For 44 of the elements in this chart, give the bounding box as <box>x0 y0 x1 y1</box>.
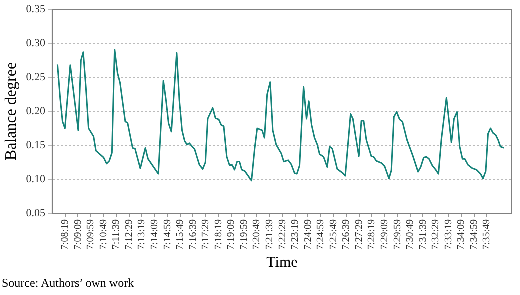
x-tick-label: 7:29:09 <box>380 219 391 250</box>
x-tick-label: 7:28:19 <box>366 219 378 250</box>
x-tick-label: 7:19:59 <box>238 219 250 250</box>
x-tick-label: 7:34:59 <box>468 219 480 250</box>
x-tick-label: 7:14:59 <box>162 219 174 250</box>
x-tick-label: 7:23:19 <box>290 219 302 250</box>
x-tick-label: 7:30:49 <box>405 219 416 250</box>
y-tick-label: 0.25 <box>26 71 46 84</box>
x-tick-label: 7:34:09 <box>456 219 468 250</box>
x-tick-label: 7:17:29 <box>200 219 212 250</box>
x-tick-label: 7:18:19 <box>213 219 224 250</box>
x-tick-label: 7:10:49 <box>98 219 110 250</box>
x-tick-label: 7:16:39 <box>188 219 199 250</box>
x-tick-label: 7:12:29 <box>124 219 135 250</box>
x-tick-label: 7:19:09 <box>226 219 238 250</box>
x-tick-label: 7:21:39 <box>264 219 276 250</box>
x-tick-label: 7:09:09 <box>72 219 84 250</box>
source-note: Source: Authors’ own work <box>2 276 134 291</box>
y-tick-label: 0.10 <box>26 173 46 186</box>
x-tick-label: 7:27:29 <box>354 219 365 250</box>
x-tick-label: 7:32:29 <box>430 219 442 250</box>
x-tick-label: 7:08:19 <box>60 219 72 250</box>
x-axis-title: Time <box>266 254 298 271</box>
y-tick-label: 0.15 <box>26 139 46 152</box>
x-tick-label: 7:15:49 <box>175 219 186 250</box>
x-tick-label: 7:09:59 <box>86 219 97 250</box>
x-tick-label: 7:22:29 <box>277 219 288 250</box>
x-tick-label: 7:31:39 <box>418 219 429 250</box>
x-tick-label: 7:24:09 <box>302 219 314 250</box>
x-tick-label: 7:35:49 <box>482 219 493 250</box>
x-tick-label: 7:24:59 <box>316 219 327 250</box>
x-tick-label: 7:20:49 <box>252 219 263 250</box>
y-tick-label: 0.30 <box>26 37 46 50</box>
x-tick-label: 7:26:39 <box>341 219 352 250</box>
y-tick-label: 0.35 <box>26 3 46 16</box>
x-tick-label: 7:25:49 <box>328 219 340 250</box>
y-tick-label: 0.20 <box>26 105 46 118</box>
x-tick-label: 7:13:19 <box>136 219 148 250</box>
y-axis-title: Balance degree <box>2 62 20 161</box>
y-tick-label: 0.05 <box>26 207 46 220</box>
x-tick-label: 7:29:59 <box>392 219 404 250</box>
x-tick-label: 7:14:09 <box>150 219 160 250</box>
x-tick-label: 7:11:39 <box>111 219 122 250</box>
x-tick-label: 7:33:19 <box>443 219 454 250</box>
